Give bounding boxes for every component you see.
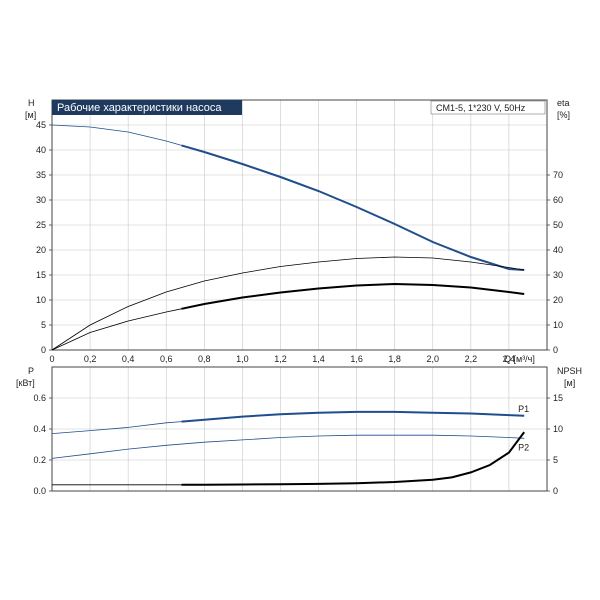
bottom-curves: P1 P2 [51, 404, 529, 486]
y-left-tick-label: 15 [36, 270, 46, 280]
top-plot: Рабочие характеристики насоса CM1-5, 1*2… [25, 98, 570, 364]
x-tick-label: 2,0 [427, 354, 440, 364]
y-right-tick-label: 50 [553, 220, 563, 230]
top-left-axis-symbol: H [28, 98, 35, 108]
x-tick-label: 1,6 [350, 354, 363, 364]
top-grid [52, 100, 547, 350]
curve-label-p1: P1 [518, 404, 529, 414]
y-right-tick-label: 15 [553, 393, 563, 403]
x-tick-label: 0,4 [122, 354, 135, 364]
y-left-tick-label: 0.6 [33, 393, 46, 403]
y-right-tick-label: 30 [553, 270, 563, 280]
x-tick-label: 2,4 [503, 354, 516, 364]
bottom-right-ticks: 0 5 10 15 [547, 393, 563, 496]
model-box [430, 100, 546, 115]
x-tick-label: 1,8 [388, 354, 401, 364]
curve-operating-segment [181, 282, 525, 310]
top-left-ticks: 0 5 10 15 20 25 30 35 40 45 [36, 120, 52, 355]
y-left-tick-label: 5 [41, 320, 46, 330]
bottom-right-axis-symbol: NPSH [557, 366, 582, 376]
curve-thin-segment [51, 124, 182, 146]
curve-operating-segment [181, 410, 525, 423]
y-right-tick-label: 10 [553, 320, 563, 330]
top-curves [51, 124, 525, 351]
x-tick-label: 1,0 [236, 354, 249, 364]
y-left-tick-label: 25 [36, 220, 46, 230]
bottom-left-axis-unit: [кВт] [16, 378, 35, 388]
y-left-tick-label: 10 [36, 295, 46, 305]
y-left-tick-label: 30 [36, 195, 46, 205]
curve-thin-segment [51, 256, 525, 351]
y-left-tick-label: 0.0 [33, 486, 46, 496]
x-tick-labels: 0 0,2 0,4 0,6 0,8 1,0 1,2 1,4 1,6 1,8 2,0 2,2 2,4 [49, 354, 515, 364]
y-left-tick-label: 40 [36, 145, 46, 155]
chart-title: Рабочие характеристики насоса [57, 102, 222, 114]
curve-thin-segment [51, 421, 182, 434]
y-right-tick-label: 20 [553, 295, 563, 305]
x-axis-unit: Q [м³/ч] [504, 354, 535, 364]
bottom-left-axis-symbol: P [28, 366, 34, 376]
y-right-tick-label: 40 [553, 245, 563, 255]
curve-operating-segment [181, 144, 525, 271]
x-tick-label: 1,2 [274, 354, 287, 364]
y-left-tick-label: 0.4 [33, 424, 46, 434]
curve-thin-segment [51, 434, 525, 459]
y-left-tick-label: 35 [36, 170, 46, 180]
bottom-left-ticks: 0.0 0.2 0.4 0.6 [33, 393, 52, 496]
y-left-tick-label: 0.2 [33, 455, 46, 465]
top-left-axis-unit: [м] [25, 110, 36, 120]
y-right-tick-label: 10 [553, 424, 563, 434]
x-tick-label: 0,6 [160, 354, 173, 364]
y-right-tick-label: 60 [553, 195, 563, 205]
y-right-tick-label: 0 [553, 345, 558, 355]
y-left-tick-label: 45 [36, 120, 46, 130]
y-right-tick-label: 5 [553, 455, 558, 465]
bottom-grid [52, 367, 547, 491]
top-right-axis-symbol: eta [557, 98, 570, 108]
curve-operating-segment [181, 431, 526, 486]
curve-thin-segment [51, 308, 182, 351]
top-right-axis-unit: [%] [557, 110, 570, 120]
model-label: CM1-5, 1*230 V, 50Hz [436, 103, 526, 113]
y-right-tick-label: 0 [553, 486, 558, 496]
bottom-right-axis-unit: [м] [564, 378, 575, 388]
y-right-tick-label: 70 [553, 170, 563, 180]
y-left-tick-label: 0 [41, 345, 46, 355]
x-tick-label: 0,2 [84, 354, 97, 364]
x-tick-label: 1,4 [312, 354, 325, 364]
x-tick-label: 0,8 [198, 354, 211, 364]
x-tick-label: 0 [49, 354, 54, 364]
y-left-tick-label: 20 [36, 245, 46, 255]
top-right-ticks: 0 10 20 30 40 50 60 70 [547, 170, 563, 355]
title-banner [52, 100, 242, 115]
curve-label-p2: P2 [518, 442, 529, 452]
x-tick-label: 2,2 [465, 354, 478, 364]
